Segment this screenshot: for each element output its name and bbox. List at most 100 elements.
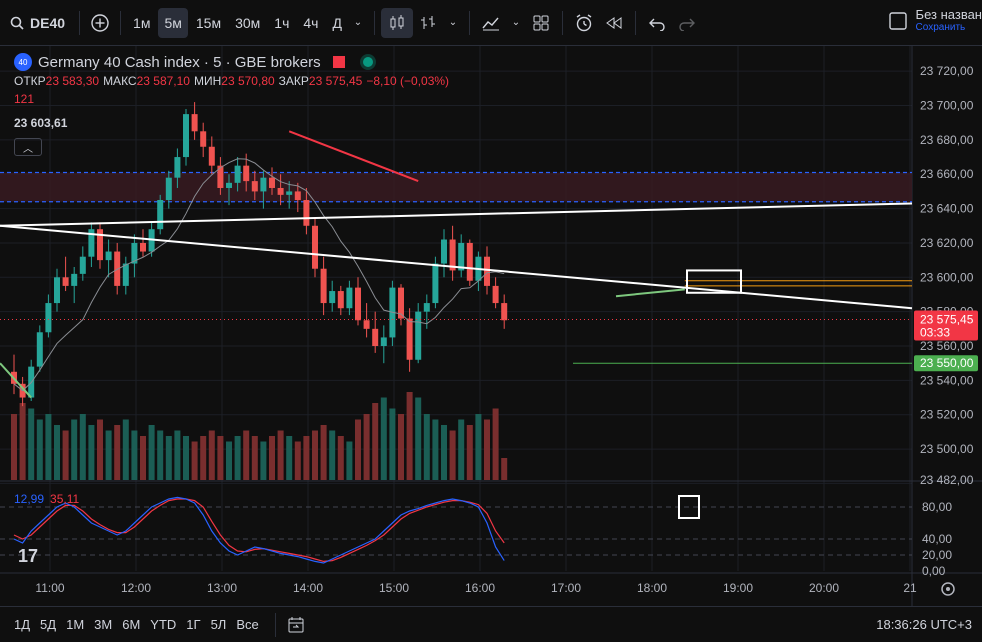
candle-body [346,287,353,309]
time-tick-label: 14:00 [293,581,323,595]
candle-body [234,165,241,183]
volume-bar [260,441,267,480]
range-7-button[interactable]: 5Л [210,617,227,632]
layout-square-icon [888,12,907,30]
green-trendline [615,288,685,298]
flag-icon[interactable] [332,56,345,68]
candle-body [294,191,301,201]
divider [561,10,563,35]
volume-bar [36,419,43,480]
collapse-legend-button[interactable]: ︿ [14,138,42,156]
price-tick-label: 23 500,00 [920,442,974,456]
volume-bar [157,430,164,480]
layouts-button[interactable] [526,8,556,38]
volume-bar [449,430,456,480]
volume-bar [501,458,508,480]
volume-bar [475,414,482,480]
candle-body [200,131,207,147]
market-status-icon[interactable] [362,57,373,67]
bars-style-button[interactable] [413,8,443,38]
range-3-button[interactable]: 3М [94,617,113,632]
volume-bar [131,430,138,480]
candle-body [114,251,121,286]
chart-area[interactable]: 23 720,00 23 700,00 23 680,00 23 660,00 23 6… [0,46,982,606]
interval-5-button[interactable]: 4ч [303,14,319,31]
candle-body [62,277,69,286]
interval-2-button[interactable]: 15м [195,14,222,31]
price-chart[interactable]: 23 720,00 23 700,00 23 680,00 23 660,00 23 6… [0,46,982,606]
candle-body [406,318,413,360]
range-4-button[interactable]: 6М [122,617,141,632]
candle-body [45,303,52,333]
interval-6-button[interactable]: Д [332,14,342,31]
range-0-button[interactable]: 1Д [14,617,31,632]
range-6-button[interactable]: 1Г [186,617,201,632]
last-price-value: 23 575,45 [920,312,974,326]
chart-type-dropdown-button[interactable]: ⌄ [443,8,463,38]
indicators-dropdown-button[interactable]: ⌄ [506,8,526,38]
interval-0-button[interactable]: 1м [133,14,151,31]
volume-bar [458,419,465,480]
red-trendline [288,130,419,183]
candle-body [122,263,129,286]
calendar-arrow-icon [288,616,304,632]
osc-tick-label: 20,00 [922,548,952,562]
legend-title[interactable]: Germany 40 Cash index · 5 · GBE brokers [38,53,321,71]
range-5-button[interactable]: YTD [150,617,177,632]
plus-circle-icon [91,13,109,32]
search-icon [10,16,24,30]
range-1-button[interactable]: 5Д [40,617,57,632]
volume-bar [234,436,241,480]
range-group: 1Д 5Д 1М 3М 6М YTD 1Г 5Л Все [14,617,269,632]
candles-style-button[interactable] [380,7,413,38]
interval-1-button[interactable]: 5м [158,7,188,38]
indicators-button[interactable] [476,8,506,38]
volume-bar [492,408,499,480]
undo-button[interactable] [642,8,672,38]
save-layout-area[interactable]: Без назван Сохранить [888,8,982,34]
interval-dropdown-button[interactable]: ⌄ [348,8,368,38]
osc-tick-label: 80,00 [922,500,952,514]
candle-body [217,165,224,188]
volume-bar [363,414,370,480]
interval-3-button[interactable]: 30м [235,14,261,31]
volume-bar [251,436,258,480]
redo-button[interactable] [672,8,702,38]
descending-trendline [0,224,913,310]
volume-bar [303,436,310,480]
volume-bar [423,414,430,480]
countdown-value: 03:33 [920,325,950,339]
volume-bar [320,425,327,480]
bottom-bar: 1Д 5Д 1М 3М 6М YTD 1Г 5Л Все 18:36:26 UTC+3 [0,606,982,642]
osc-highlight-box [678,495,700,519]
candle-body [157,200,164,230]
tradingview-logo: 17 [18,546,38,566]
level-price-value: 23 550,00 [920,356,974,370]
symbol-search-button[interactable]: DE40 [0,8,73,38]
volume-bar [208,430,215,480]
close-label: ЗАКР [278,74,309,88]
chart-legend: 40 Germany 40 Cash index · 5 · GBE broke… [14,52,449,156]
clock[interactable]: 18:36:26 UTC+3 [876,617,972,632]
highlight-box [686,269,742,294]
interval-4-button[interactable]: 1ч [274,14,290,31]
volume-bar [71,419,78,480]
range-8-button[interactable]: Все [236,617,259,632]
stoch-k-line [13,496,505,564]
add-symbol-button[interactable] [86,8,114,38]
goto-date-button[interactable] [282,610,310,640]
volume-bar [346,441,353,480]
replay-button[interactable] [599,8,629,38]
range-2-button[interactable]: 1М [66,617,85,632]
divider [373,10,375,35]
candle-body [484,256,490,286]
alert-button[interactable] [569,8,599,38]
undo-icon [648,18,665,31]
save-link[interactable]: Сохранить [915,22,966,33]
chevron-down-icon: ⌄ [353,17,363,28]
volume-bar [105,430,112,480]
rewind-icon [606,16,622,29]
candle-body [191,114,198,132]
time-tick-label: 15:00 [379,581,409,595]
interval-group: 1м 5м 15м 30м 1ч 4ч Д [127,7,348,38]
